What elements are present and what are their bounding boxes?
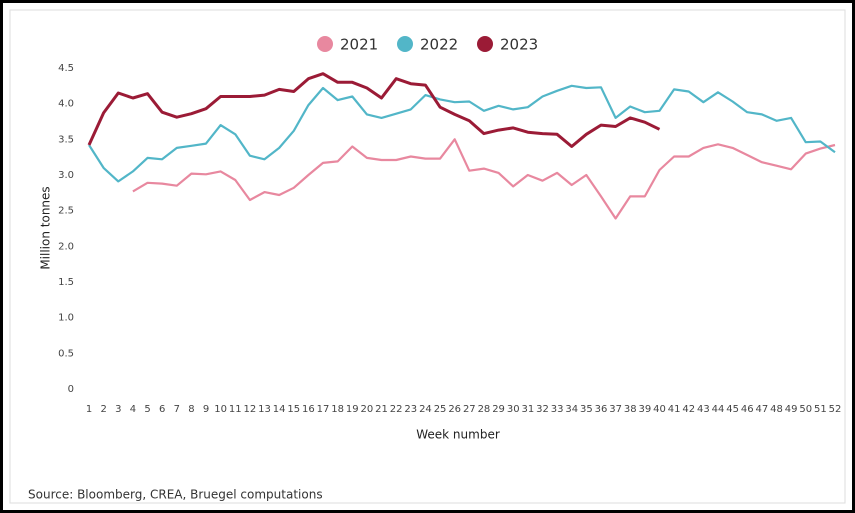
x-tick-label: 36 <box>595 404 608 415</box>
x-tick-label: 6 <box>159 404 165 415</box>
x-tick-label: 1 <box>86 404 92 415</box>
x-tick-label: 31 <box>521 404 534 415</box>
x-tick-label: 5 <box>144 404 150 415</box>
x-tick-label: 20 <box>361 404 374 415</box>
x-tick-label: 33 <box>551 404 564 415</box>
x-tick-label: 4 <box>130 404 136 415</box>
line <box>88 84 836 183</box>
x-tick-label: 42 <box>682 404 695 415</box>
x-axis-title: Week number <box>416 428 500 442</box>
x-tick-label: 2 <box>100 404 106 415</box>
x-tick-label: 14 <box>273 404 286 415</box>
legend-marker <box>477 36 493 52</box>
x-tick-label: 49 <box>785 404 798 415</box>
line <box>132 138 836 220</box>
x-tick-label: 21 <box>375 404 388 415</box>
x-tick-label: 3 <box>115 404 121 415</box>
x-tick-label: 8 <box>188 404 194 415</box>
x-tick-label: 19 <box>346 404 359 415</box>
y-axis-title: Million tonnes <box>39 186 53 269</box>
x-tick-label: 51 <box>814 404 827 415</box>
x-tick-label: 35 <box>580 404 593 415</box>
x-tick-label: 41 <box>668 404 681 415</box>
x-tick-label: 24 <box>419 404 432 415</box>
x-tick-label: 40 <box>653 404 666 415</box>
x-tick-label: 22 <box>390 404 403 415</box>
y-tick-label: 3.0 <box>58 170 74 181</box>
line <box>87 72 661 148</box>
x-tick-label: 7 <box>174 404 180 415</box>
x-tick-label: 43 <box>697 404 710 415</box>
x-tick-label: 10 <box>214 404 227 415</box>
x-tick-label: 46 <box>741 404 754 415</box>
y-tick-label: 4.0 <box>58 99 74 110</box>
x-tick-label: 37 <box>609 404 622 415</box>
x-tick-label: 26 <box>448 404 461 415</box>
x-tick-label: 38 <box>624 404 637 415</box>
x-tick-label: 47 <box>755 404 768 415</box>
y-tick-label: 2.5 <box>58 206 74 217</box>
legend-marker <box>317 36 333 52</box>
y-tick-label: 0 <box>68 384 74 395</box>
y-tick-label: 4.5 <box>58 63 74 74</box>
x-tick-label: 13 <box>258 404 271 415</box>
x-tick-label: 12 <box>244 404 257 415</box>
legend-label: 2021 <box>340 36 378 54</box>
x-tick-label: 39 <box>638 404 651 415</box>
y-tick-label: 1.5 <box>58 277 74 288</box>
x-tick-label: 11 <box>229 404 242 415</box>
x-tick-label: 52 <box>829 404 842 415</box>
x-tick-label: 15 <box>287 404 300 415</box>
x-tick-label: 18 <box>331 404 344 415</box>
y-tick-label: 0.5 <box>58 348 74 359</box>
x-tick-label: 50 <box>799 404 812 415</box>
x-tick-label: 48 <box>770 404 783 415</box>
legend-label: 2023 <box>500 36 538 54</box>
inner-frame <box>9 9 846 504</box>
x-tick-label: 34 <box>565 404 578 415</box>
x-tick-label: 25 <box>434 404 447 415</box>
x-tick-label: 44 <box>712 404 725 415</box>
x-tick-label: 17 <box>317 404 330 415</box>
x-tick-label: 32 <box>536 404 549 415</box>
y-tick-label: 1.0 <box>58 313 74 324</box>
x-tick-label: 28 <box>478 404 491 415</box>
x-tick-label: 27 <box>463 404 476 415</box>
x-tick-label: 45 <box>726 404 739 415</box>
x-tick-label: 9 <box>203 404 209 415</box>
x-tick-label: 30 <box>507 404 520 415</box>
legend-label: 2022 <box>420 36 458 54</box>
x-tick-label: 23 <box>404 404 417 415</box>
x-tick-label: 16 <box>302 404 315 415</box>
y-tick-label: 2.0 <box>58 241 74 252</box>
y-tick-label: 3.5 <box>58 134 74 145</box>
source: Source: Bloomberg, CREA, Bruegel computa… <box>28 488 323 502</box>
x-tick-label: 29 <box>492 404 505 415</box>
legend-marker <box>397 36 413 52</box>
